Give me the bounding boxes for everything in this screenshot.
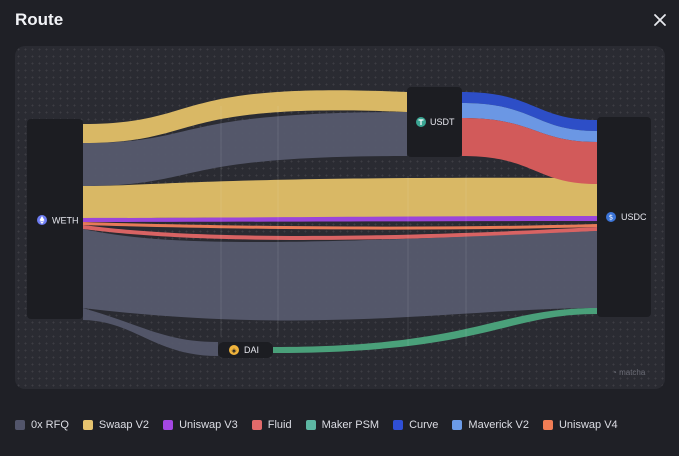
flow-weth-usdc-uniswap-v4 [83, 222, 597, 230]
legend-label: Swaap V2 [98, 419, 150, 431]
flow-weth-usdc-0x-rfq [83, 229, 597, 321]
flow-weth-usdt-swaap [83, 90, 407, 143]
flow-weth-usdc-uniswap-v3 [83, 216, 597, 222]
svg-text:◈: ◈ [232, 347, 237, 355]
legend-item-swaap-v2[interactable]: Swaap V2 [82, 419, 150, 431]
legend-swatch [15, 420, 25, 430]
close-icon[interactable] [650, 10, 670, 30]
node-weth[interactable]: WETH [27, 119, 83, 319]
node-usdc[interactable]: $ USDC [597, 117, 651, 317]
legend-swatch [163, 420, 174, 430]
svg-text:$: $ [609, 214, 613, 222]
watermark: ◔ matcha [612, 368, 645, 377]
legend-swatch [305, 420, 316, 430]
flow-highlight-1 [220, 106, 222, 336]
dialog-title: Route [15, 10, 64, 29]
legend-label: Fluid [267, 419, 292, 431]
legend-item-maker-psm[interactable]: Maker PSM [305, 419, 380, 431]
legend-label: Uniswap V3 [179, 419, 238, 431]
legend-swatch [542, 420, 553, 430]
flow-weth-dai-0x-rfq [83, 308, 218, 356]
node-weth-label: WETH [52, 216, 79, 226]
flow-weth-usdc-swaap [83, 177, 597, 218]
legend: 0x RFQ Swaap V2 Uniswap V3 Fluid Maker P… [15, 418, 632, 432]
node-dai[interactable]: ◈ DAI [218, 342, 273, 358]
legend-item-curve[interactable]: Curve [393, 419, 438, 431]
legend-label: Maverick V2 [468, 419, 529, 431]
legend-swatch [393, 420, 404, 430]
legend-item-uniswap-v3[interactable]: Uniswap V3 [163, 419, 238, 431]
watermark-label: matcha [619, 368, 646, 377]
legend-swatch [452, 420, 463, 430]
legend-item-0x-rfq[interactable]: 0x RFQ [15, 419, 69, 431]
usd-coin-icon [606, 212, 616, 222]
legend-item-fluid[interactable]: Fluid [251, 419, 292, 431]
flow-highlight-4 [465, 176, 467, 346]
dai-icon [229, 345, 239, 355]
flow-usdt-usdc-maverick [462, 103, 597, 142]
flow-usdt-usdc-curve [462, 92, 597, 131]
flow-usdt-usdc-fluid [462, 118, 597, 184]
flow-weth-usdc-fluid [83, 225, 597, 240]
legend-swatch [251, 420, 262, 430]
legend-item-maverick-v2[interactable]: Maverick V2 [452, 419, 529, 431]
route-diagram: WETH USDT $ USDC ◈ DAI ◔ matcha [15, 46, 665, 389]
node-usdt-label: USDT [430, 117, 455, 127]
legend-label: Curve [409, 419, 439, 431]
legend-label: 0x RFQ [31, 419, 69, 431]
flow-weth-usdt-0x-rfq [83, 112, 407, 186]
node-usdc-label: USDC [621, 212, 647, 222]
legend-swatch [82, 420, 93, 430]
flow-dai-usdc-maker-psm [273, 308, 597, 353]
legend-item-uniswap-v4[interactable]: Uniswap V4 [542, 419, 618, 431]
node-usdt[interactable]: USDT [407, 87, 462, 157]
legend-label: Uniswap V4 [558, 419, 618, 431]
route-flows [83, 90, 597, 356]
flow-highlight-3 [407, 176, 409, 346]
flow-highlight-2 [277, 106, 279, 336]
matcha-logo-icon: ◔ [612, 368, 617, 377]
legend-label: Maker PSM [321, 419, 380, 431]
node-dai-label: DAI [244, 345, 259, 355]
